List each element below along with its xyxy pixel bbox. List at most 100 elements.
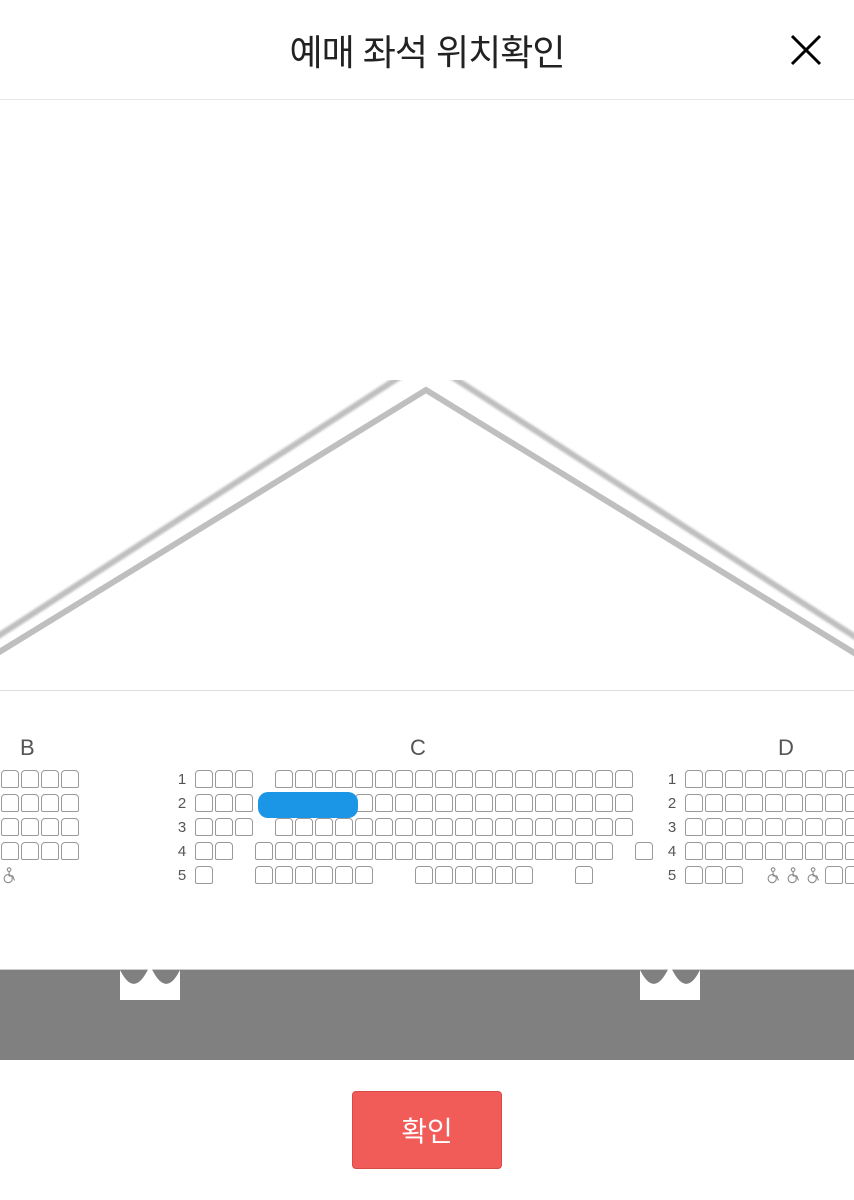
seat[interactable] [435, 770, 453, 788]
seat[interactable] [805, 842, 823, 860]
seat[interactable] [235, 818, 253, 836]
seat[interactable] [335, 842, 353, 860]
seat[interactable] [745, 842, 763, 860]
seat[interactable] [475, 770, 493, 788]
seat[interactable] [275, 818, 293, 836]
seat[interactable] [215, 794, 233, 812]
seat[interactable] [575, 818, 593, 836]
confirm-button[interactable]: 확인 [352, 1091, 502, 1169]
seat[interactable] [685, 842, 703, 860]
seat[interactable] [195, 842, 213, 860]
seat[interactable] [415, 866, 433, 884]
seat[interactable] [1, 770, 19, 788]
seat[interactable] [275, 866, 293, 884]
seat[interactable] [475, 842, 493, 860]
seat[interactable] [495, 818, 513, 836]
seat[interactable] [195, 770, 213, 788]
seat[interactable] [575, 770, 593, 788]
seat[interactable] [575, 794, 593, 812]
seat[interactable] [455, 770, 473, 788]
seat[interactable] [785, 794, 803, 812]
seat[interactable] [195, 818, 213, 836]
seat[interactable] [395, 818, 413, 836]
seat[interactable] [825, 818, 843, 836]
seat[interactable] [745, 818, 763, 836]
seat[interactable] [515, 866, 533, 884]
seat[interactable] [515, 818, 533, 836]
seat[interactable] [21, 818, 39, 836]
seat[interactable] [475, 866, 493, 884]
seat[interactable] [685, 794, 703, 812]
seat[interactable] [555, 818, 573, 836]
seat[interactable] [215, 770, 233, 788]
seat[interactable] [705, 842, 723, 860]
seat[interactable] [725, 770, 743, 788]
seat[interactable] [705, 794, 723, 812]
seat[interactable] [415, 794, 433, 812]
seat[interactable] [21, 770, 39, 788]
seat[interactable] [435, 818, 453, 836]
wheelchair-seat[interactable] [785, 866, 803, 884]
seat[interactable] [315, 818, 333, 836]
seat[interactable] [845, 866, 854, 884]
seat[interactable] [685, 818, 703, 836]
seat[interactable] [41, 794, 59, 812]
seat[interactable] [745, 770, 763, 788]
seat[interactable] [725, 794, 743, 812]
seat[interactable] [685, 866, 703, 884]
seat[interactable] [21, 842, 39, 860]
seat[interactable] [415, 770, 433, 788]
seat[interactable] [615, 794, 633, 812]
seat[interactable] [255, 866, 273, 884]
seat[interactable] [295, 770, 313, 788]
seat[interactable] [61, 770, 79, 788]
seat[interactable] [595, 818, 613, 836]
seat[interactable] [785, 818, 803, 836]
seat[interactable] [595, 770, 613, 788]
seat[interactable] [805, 770, 823, 788]
seat[interactable] [235, 770, 253, 788]
seat[interactable] [335, 770, 353, 788]
seat[interactable] [535, 770, 553, 788]
seat[interactable] [495, 866, 513, 884]
seat[interactable] [41, 770, 59, 788]
seat[interactable] [535, 794, 553, 812]
seat[interactable] [845, 818, 854, 836]
seat[interactable] [705, 770, 723, 788]
seat[interactable] [555, 794, 573, 812]
close-button[interactable] [786, 30, 826, 70]
seat[interactable] [555, 770, 573, 788]
seat[interactable] [685, 770, 703, 788]
seat[interactable] [705, 866, 723, 884]
seat[interactable] [41, 818, 59, 836]
seat[interactable] [375, 842, 393, 860]
seat[interactable] [355, 770, 373, 788]
seat[interactable] [375, 770, 393, 788]
seat[interactable] [41, 842, 59, 860]
seat[interactable] [415, 842, 433, 860]
seat[interactable] [335, 866, 353, 884]
seat[interactable] [355, 866, 373, 884]
seat[interactable] [825, 770, 843, 788]
seat[interactable] [705, 818, 723, 836]
seat[interactable] [1, 842, 19, 860]
seat[interactable] [195, 866, 213, 884]
seat[interactable] [495, 842, 513, 860]
seat[interactable] [195, 794, 213, 812]
seat[interactable] [235, 794, 253, 812]
seat[interactable] [375, 818, 393, 836]
seat[interactable] [785, 770, 803, 788]
seat[interactable] [61, 842, 79, 860]
seat[interactable] [215, 842, 233, 860]
seat[interactable] [515, 770, 533, 788]
seat[interactable] [595, 842, 613, 860]
seat[interactable] [725, 818, 743, 836]
seat[interactable] [805, 794, 823, 812]
seat[interactable] [495, 794, 513, 812]
seat[interactable] [355, 842, 373, 860]
seat[interactable] [255, 842, 273, 860]
seat[interactable] [295, 866, 313, 884]
seat[interactable] [845, 794, 854, 812]
seat[interactable] [435, 842, 453, 860]
seat[interactable] [495, 770, 513, 788]
